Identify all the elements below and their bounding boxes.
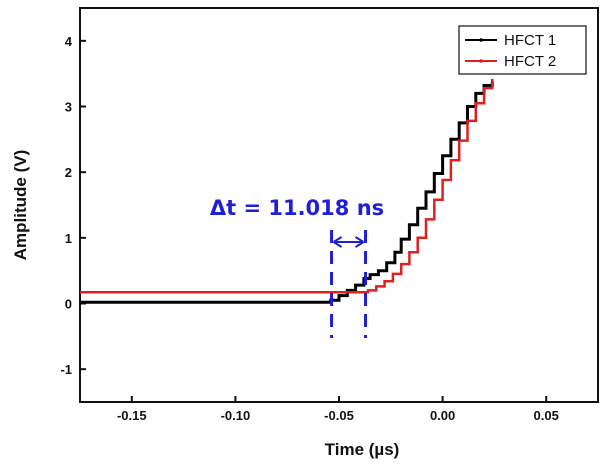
legend-label-1: HFCT 1 — [504, 32, 556, 49]
legend-marker-2 — [479, 59, 483, 63]
series-line-1 — [80, 81, 494, 304]
y-tick-label: 2 — [65, 165, 72, 180]
y-tick-label: -1 — [60, 362, 72, 377]
y-axis-title: Amplitude (V) — [11, 150, 30, 261]
y-tick-label: 0 — [65, 297, 72, 312]
x-tick-label: -0.15 — [117, 408, 147, 423]
y-tick-label: 3 — [65, 100, 72, 115]
x-tick-label: -0.10 — [221, 408, 251, 423]
annotation-group: Δt = 11.018 ns — [210, 196, 384, 338]
delta-arrow-head-left — [333, 236, 343, 248]
delta-arrow-head-right — [354, 236, 365, 248]
legend-label-2: HFCT 2 — [504, 53, 556, 70]
x-tick-label: -0.05 — [324, 408, 354, 423]
x-axis-title: Time (µs) — [325, 440, 400, 459]
series-group — [80, 78, 494, 304]
legend-box — [458, 25, 587, 75]
legend-marker-1 — [479, 38, 483, 42]
legend: HFCT 1 HFCT 2 — [458, 25, 587, 75]
tick-group: -0.15 -0.10 -0.05 0.00 0.05 -1 0 1 2 3 4 — [60, 34, 558, 423]
x-tick-label: 0.05 — [534, 408, 559, 423]
x-tick-label: 0.00 — [430, 408, 455, 423]
y-tick-label: 1 — [65, 231, 72, 246]
series-line-2 — [80, 78, 494, 294]
delta-label: Δt = 11.018 ns — [210, 196, 384, 220]
y-tick-label: 4 — [65, 34, 73, 49]
